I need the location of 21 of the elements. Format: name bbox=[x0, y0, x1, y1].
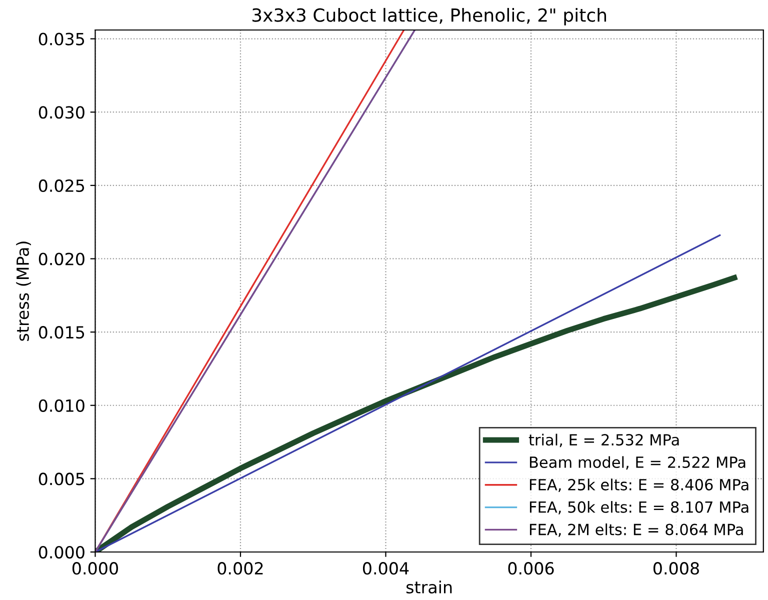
legend-label: trial, E = 2.532 MPa bbox=[528, 434, 679, 448]
y-tick-label: 0.000 bbox=[38, 546, 84, 559]
chart-title: 3x3x3 Cuboct lattice, Phenolic, 2" pitch bbox=[252, 8, 606, 26]
y-tick-label: 0.020 bbox=[38, 252, 84, 266]
legend-label: FEA, 25k elts: E = 8.406 MPa bbox=[530, 478, 748, 492]
legend-label: Beam model, E = 2.522 MPa bbox=[530, 456, 746, 470]
legend-label: FEA, 2M elts: E = 8.064 MPa bbox=[530, 523, 743, 537]
x-axis-title: strain bbox=[406, 580, 452, 594]
x-tick-label: 0.008 bbox=[653, 562, 699, 575]
y-tick-label: 0.035 bbox=[38, 32, 84, 46]
x-tick-label: 0.000 bbox=[72, 562, 118, 575]
x-tick-label: 0.002 bbox=[218, 562, 263, 575]
legend-label: FEA, 50k elts: E = 8.107 MPa bbox=[530, 501, 748, 514]
x-tick-label: 0.006 bbox=[508, 562, 554, 575]
y-tick-label: 0.025 bbox=[38, 179, 84, 192]
y-tick-label: 0.030 bbox=[38, 106, 84, 119]
x-tick-label: 0.004 bbox=[362, 562, 409, 575]
y-tick-label: 0.010 bbox=[38, 399, 84, 412]
y-tick-label: 0.015 bbox=[38, 326, 84, 339]
y-axis-title: stress (MPa) bbox=[16, 242, 31, 341]
y-tick-label: 0.005 bbox=[38, 472, 84, 486]
